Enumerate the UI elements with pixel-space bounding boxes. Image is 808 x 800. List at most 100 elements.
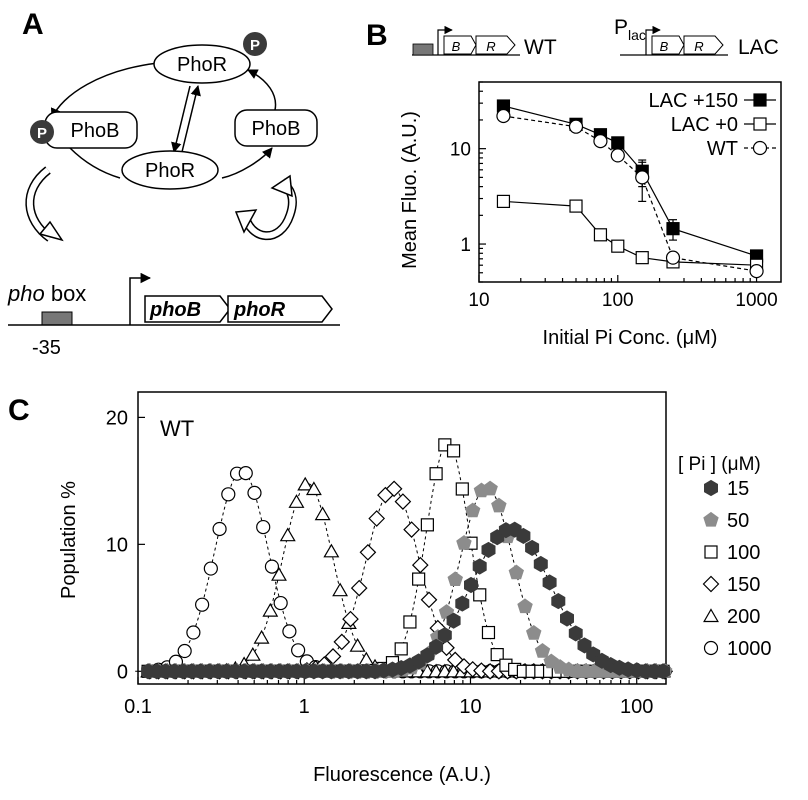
data-point xyxy=(568,625,583,642)
data-point xyxy=(349,638,366,652)
legend-label: 15 xyxy=(727,478,749,500)
data-point xyxy=(665,250,681,265)
wt-pho-box xyxy=(412,43,434,56)
legend-marker xyxy=(703,608,719,623)
legend-label: 1000 xyxy=(727,638,772,660)
data-point xyxy=(212,521,227,537)
chart-c-inset-label: WT xyxy=(160,416,194,441)
data-point xyxy=(385,480,403,498)
legend-label: 50 xyxy=(727,510,749,532)
data-point xyxy=(297,476,314,491)
data-point xyxy=(195,597,210,612)
data-point xyxy=(593,134,608,149)
legend-marker xyxy=(753,93,767,107)
legend-marker xyxy=(753,117,767,131)
phob-left-label: PhoB xyxy=(71,120,120,142)
data-point xyxy=(288,494,305,508)
data-point xyxy=(403,615,417,629)
wt-promoter-arrow xyxy=(437,25,453,55)
y-tick-label: 1 xyxy=(460,235,471,256)
y-tick-label: 0 xyxy=(117,661,128,683)
data-point xyxy=(464,576,478,594)
legend-marker xyxy=(704,479,718,497)
chart-b-frame xyxy=(478,81,782,283)
cycle-arrow-top-right xyxy=(247,69,277,111)
lac-gene-b-label: B xyxy=(660,39,669,54)
data-point xyxy=(282,624,297,639)
data-point xyxy=(350,579,368,597)
data-point xyxy=(244,647,261,661)
data-point xyxy=(516,527,531,544)
data-point xyxy=(247,485,262,500)
data-point xyxy=(253,629,270,644)
legend-label: 150 xyxy=(727,574,760,596)
phor-bottom-shape xyxy=(121,150,219,190)
data-point xyxy=(525,539,540,556)
legend-marker xyxy=(703,511,719,527)
binding-arrow-head xyxy=(38,220,64,242)
data-point xyxy=(324,648,342,665)
phosphate-label: P xyxy=(37,125,47,142)
data-point xyxy=(577,637,592,654)
phor-top-shape xyxy=(153,44,251,84)
data-point xyxy=(490,648,504,662)
legend-label: 200 xyxy=(727,606,760,628)
phosphate-icon xyxy=(243,32,267,56)
chart-c-xlabel: Fluorescence (A.U.) xyxy=(313,764,491,786)
data-point xyxy=(314,506,331,521)
data-point xyxy=(481,541,496,558)
gene-phob xyxy=(144,295,231,323)
data-point xyxy=(481,662,499,680)
cycle-arrow-bottom-left xyxy=(69,147,121,179)
pho-box-label: pho box xyxy=(7,281,86,306)
phosphate-label: P xyxy=(250,37,260,54)
legend-marker xyxy=(702,575,720,593)
x-tick-label: 10 xyxy=(459,696,481,718)
data-point xyxy=(455,482,469,496)
data-point xyxy=(496,194,511,208)
data-point xyxy=(177,643,192,659)
x-tick-label: 100 xyxy=(602,290,634,311)
data-point xyxy=(221,487,236,502)
gene-phob-label: phoB xyxy=(149,299,201,321)
data-point xyxy=(368,510,386,527)
data-point xyxy=(359,543,377,561)
data-point xyxy=(482,480,498,496)
data-point xyxy=(446,612,461,629)
lac-gene-r-label: R xyxy=(694,39,703,54)
data-point xyxy=(560,610,574,627)
y-tick-label: 10 xyxy=(106,534,128,556)
legend-label: WT xyxy=(707,138,738,160)
data-point xyxy=(271,566,287,581)
panel-b-letter: B xyxy=(366,19,388,52)
data-point xyxy=(323,543,340,558)
x-tick-label: 1000 xyxy=(735,290,777,311)
phor-bottom-label: PhoR xyxy=(145,160,195,182)
data-point xyxy=(496,108,511,124)
data-point xyxy=(593,228,608,242)
data-point xyxy=(473,588,487,602)
gene-phor-label: phoR xyxy=(233,299,286,321)
data-point xyxy=(305,481,322,496)
data-point xyxy=(394,642,408,656)
x-tick-label: 10 xyxy=(468,290,489,311)
chart-c-legend-title: [ Pi ] (μM) xyxy=(678,454,761,475)
data-point xyxy=(472,558,487,575)
plac-label: Plac xyxy=(614,16,646,43)
data-point xyxy=(420,591,438,609)
phor-top-label: PhoR xyxy=(177,54,227,76)
data-point xyxy=(420,518,434,532)
dephospho-arrow xyxy=(171,85,191,154)
phob-right-shape xyxy=(234,109,318,147)
lac-gene-b xyxy=(651,35,685,55)
data-point xyxy=(446,444,461,458)
legend-marker xyxy=(752,140,768,156)
data-point xyxy=(394,493,412,510)
legend-label: 100 xyxy=(727,542,760,564)
data-point xyxy=(291,643,306,658)
phosphate-icon xyxy=(30,120,54,144)
promoter-arrow xyxy=(129,272,152,325)
data-point xyxy=(542,574,557,591)
